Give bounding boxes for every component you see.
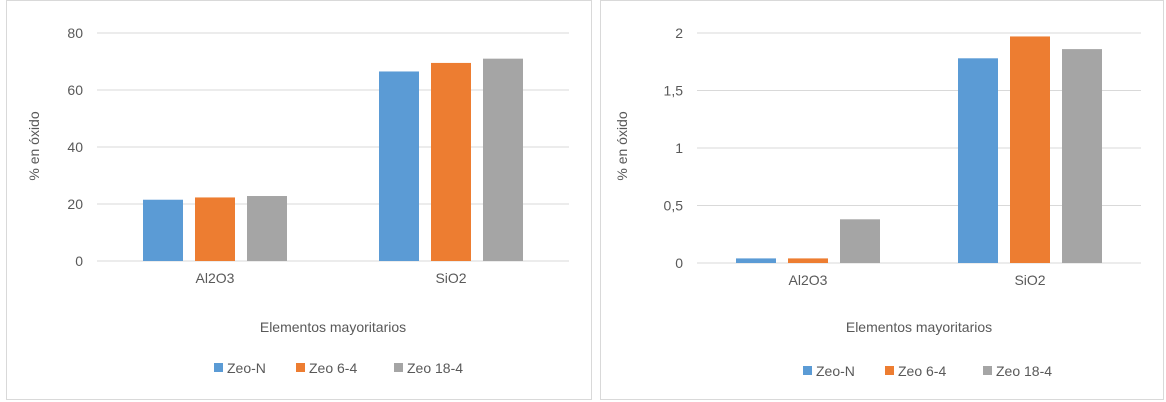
bar [431,62,471,261]
bar [958,58,998,263]
y-tick-label: 0,5 [664,198,684,214]
y-axis-title: % en óxido [26,111,42,180]
legend-swatch [214,363,223,372]
legend-label: Zeo-N [227,360,266,376]
bar-chart-left: 0 20 40 60 80 Al2O3 SiO2 % en óxido Elementos ma… [26,25,569,376]
legend-swatch [803,366,812,375]
y-tick-label: 80 [67,25,83,41]
legend-label: Zeo 6-4 [898,363,946,379]
y-tick-label: 20 [67,196,83,212]
bar-chart-right: 0 0,5 1 1,5 2 Al2O3 SiO2 % en óxido Elementos ma… [614,25,1141,379]
bar [1010,36,1050,264]
legend-swatch [394,363,403,372]
legend-label: Zeo-N [816,363,855,379]
chart-panel-right: 0 0,5 1 1,5 2 Al2O3 SiO2 % en óxido Elementos ma… [600,0,1164,400]
bar [195,197,235,261]
chart-panel-left: 0 20 40 60 80 Al2O3 SiO2 % en óxido Elementos ma… [6,0,592,400]
x-tick-label: SiO2 [1014,272,1045,288]
bar [1062,49,1102,263]
bar [143,199,183,261]
y-tick-label: 1,5 [664,83,684,99]
x-tick-label: Al2O3 [196,270,235,286]
y-tick-label: 0 [75,253,83,269]
y-tick-label: 0 [675,255,683,271]
bar [840,219,880,263]
y-tick-label: 1 [675,140,683,156]
y-tick-label: 2 [675,25,683,41]
bar [788,258,828,263]
x-tick-label: Al2O3 [789,272,828,288]
y-tick-label: 40 [67,139,83,155]
y-axis-title: % en óxido [614,111,630,180]
legend-label: Zeo 18-4 [407,360,463,376]
bar [247,196,287,261]
legend-label: Zeo 18-4 [996,363,1052,379]
legend-label: Zeo 6-4 [309,360,357,376]
x-tick-label: SiO2 [435,270,466,286]
y-tick-label: 60 [67,82,83,98]
x-axis-title: Elementos mayoritarios [846,319,992,335]
legend-swatch [296,363,305,372]
legend-swatch [983,366,992,375]
legend-swatch [885,366,894,375]
bar [379,71,419,261]
bar [736,258,776,263]
bar [483,58,523,262]
x-axis-title: Elementos mayoritarios [260,319,406,335]
